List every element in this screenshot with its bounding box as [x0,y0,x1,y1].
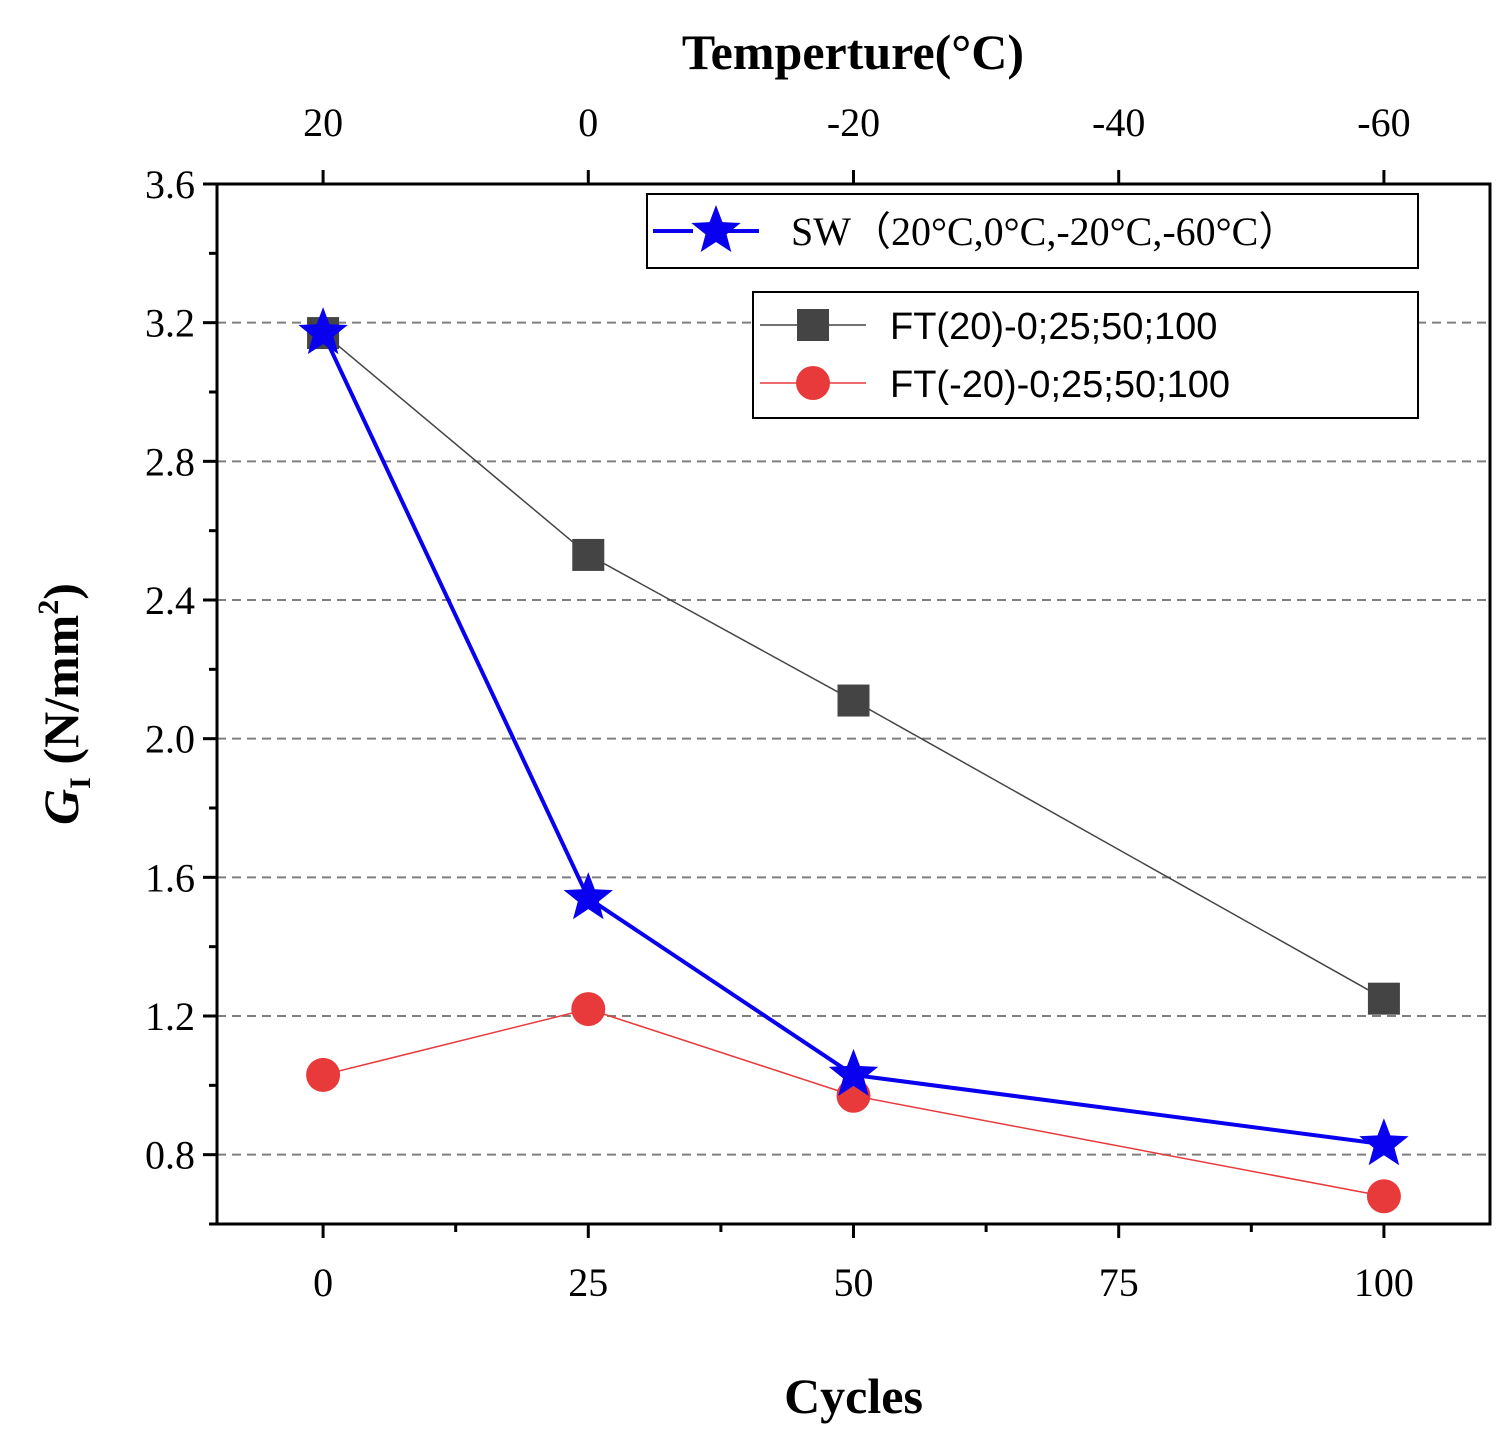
x-tick-label: 100 [1354,1260,1414,1305]
series-point-circle [306,1057,341,1092]
series-point-circle [571,992,606,1027]
x-tick-label: 25 [568,1260,608,1305]
series-0 [298,307,1409,1166]
x2-tick-label: -20 [827,100,880,145]
y-tick-label: 2.0 [145,717,195,762]
y-tick-label: 2.8 [145,439,195,484]
legend-ftm20-circle-icon [796,366,830,400]
y-axis-unit-open: (N/mm [33,615,89,777]
series-layer [298,307,1409,1214]
x2-tick-label: 0 [578,100,598,145]
series-line [322,332,1385,1000]
y-tick-label: 0.8 [145,1133,195,1178]
y-axis-symbol: G [33,789,89,825]
series-point-square [1367,982,1400,1015]
y-tick-label: 3.2 [145,301,195,346]
series-point-square [837,684,870,717]
legend-ft: FT(20)-0;25;50;100 FT(-20)-0;25;50;100 [752,291,1419,419]
y-tick-label: 3.6 [145,162,195,207]
y-tick-label: 1.2 [145,994,195,1039]
y-axis-title: GI (N/mm2) [32,583,97,825]
y-tick-label: 2.4 [145,578,195,623]
legend-ft-box [752,291,1419,419]
x2-tick-label: -60 [1357,100,1410,145]
x-tick-label: 50 [834,1260,874,1305]
y-axis-subscript: I [64,777,97,789]
axes: 0.8 1.2 1.6 2.0 2.4 2.8 3.2 3.6 0 25 50 75 100 20 0 -20… [145,100,1414,1305]
legend-sw-box [646,193,1419,269]
x2-axis-title: Temperture(°C) [682,24,1024,80]
series-point-star [563,872,613,920]
series-line [321,332,1385,1147]
series-line [322,1008,1385,1198]
y-axis-superscript: 2 [32,600,65,615]
legend-ft20-square-icon [797,309,829,341]
series-point-square [572,538,605,571]
legend-sw-star-icon [691,205,741,252]
y-tick-label: 1.6 [145,855,195,900]
x-tick-label: 0 [313,1260,333,1305]
series-point-star [298,307,348,355]
x-tick-label: 75 [1099,1260,1139,1305]
series-point-star [828,1048,879,1096]
legend-sw-label: SW（20°C,0°C,-20°C,-60°C） [791,209,1298,254]
series-1 [307,317,1400,1015]
legend-sw: SW（20°C,0°C,-20°C,-60°C） [646,193,1419,269]
x-axis-title: Cycles [784,1368,923,1424]
gridlines [217,321,1490,1156]
x2-tick-label: 20 [303,100,343,145]
legend-ft20-label: FT(20)-0;25;50;100 [890,306,1217,348]
series-point-star [1359,1118,1409,1166]
y-axis-unit-close: ) [33,583,89,600]
series-2 [306,992,1401,1214]
x2-tick-label: -40 [1092,100,1145,145]
legend-ftm20-label: FT(-20)-0;25;50;100 [890,364,1230,406]
series-point-circle [1366,1179,1401,1214]
